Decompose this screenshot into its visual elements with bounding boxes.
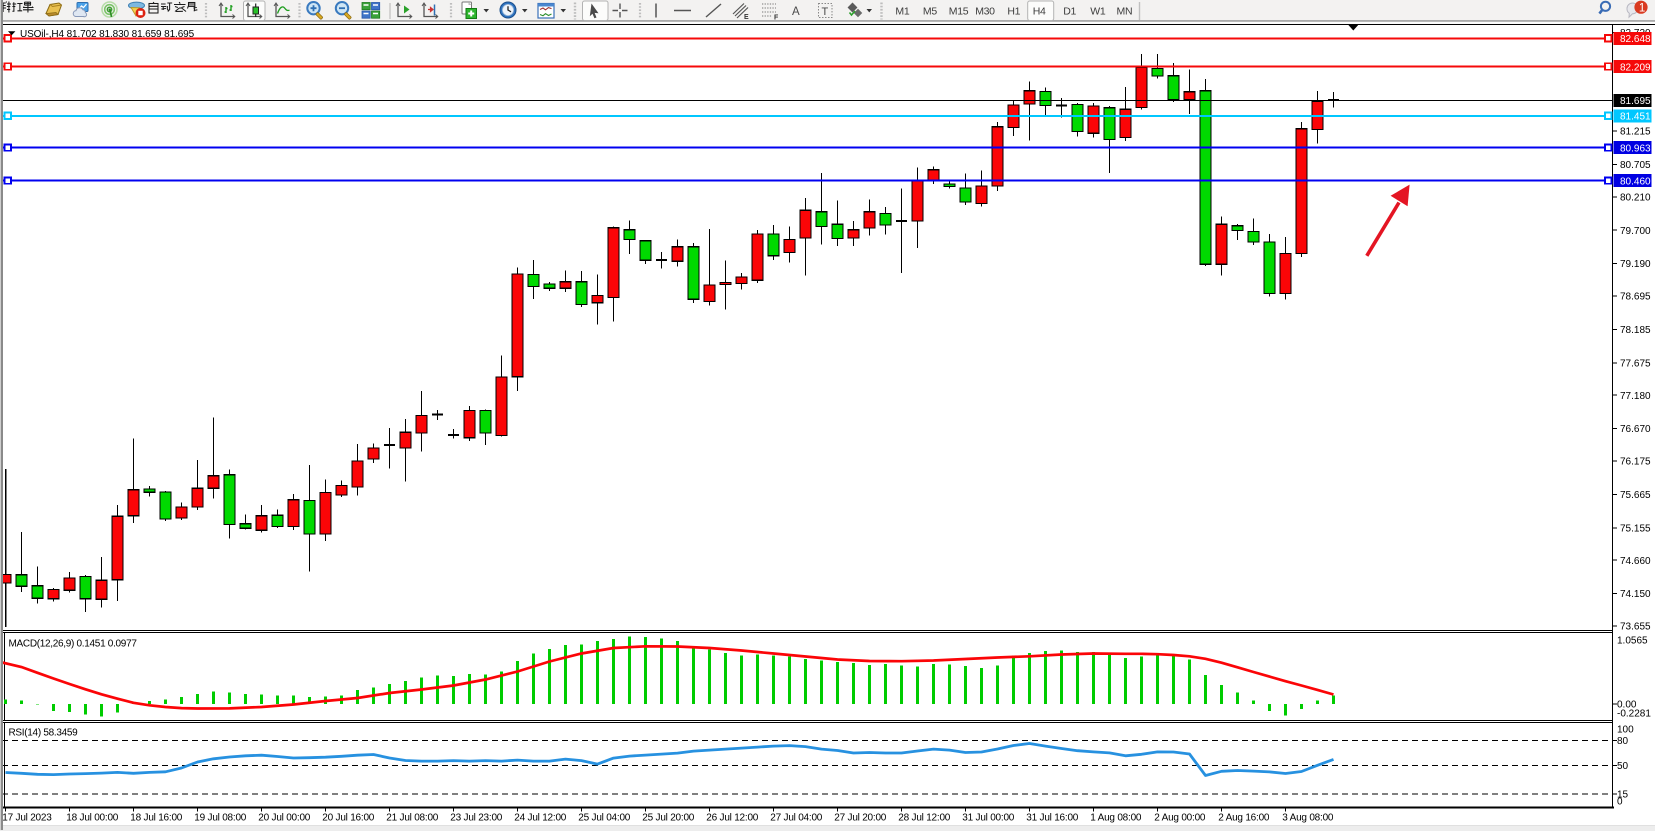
svg-text:50: 50 [1617, 761, 1629, 772]
svg-text:W1: W1 [1090, 6, 1106, 18]
svg-text:MACD(12,26,9) 0.1451 0.0977: MACD(12,26,9) 0.1451 0.0977 [9, 639, 138, 650]
svg-text:M30: M30 [975, 6, 995, 18]
svg-text:78.695: 78.695 [1620, 292, 1651, 303]
svg-text:76.175: 76.175 [1620, 457, 1651, 468]
svg-text:0: 0 [1617, 796, 1623, 807]
svg-text:21 Jul 08:00: 21 Jul 08:00 [386, 813, 439, 824]
svg-text:18 Jul 16:00: 18 Jul 16:00 [130, 813, 183, 824]
svg-text:80.963: 80.963 [1620, 143, 1651, 154]
svg-text:H1: H1 [1007, 6, 1020, 18]
svg-text:82.648: 82.648 [1620, 34, 1651, 45]
svg-text:27 Jul 20:00: 27 Jul 20:00 [834, 813, 887, 824]
svg-text:80: 80 [1617, 736, 1629, 747]
svg-text:D1: D1 [1063, 6, 1076, 18]
svg-text:80.460: 80.460 [1620, 176, 1651, 187]
svg-text:18 Jul 00:00: 18 Jul 00:00 [66, 813, 119, 824]
svg-text:81.451: 81.451 [1620, 112, 1651, 123]
svg-text:81.215: 81.215 [1620, 127, 1651, 138]
svg-text:20 Jul 00:00: 20 Jul 00:00 [258, 813, 311, 824]
svg-text:100: 100 [1617, 725, 1634, 736]
svg-text:78.185: 78.185 [1620, 325, 1651, 336]
svg-text:17 Jul 2023: 17 Jul 2023 [2, 813, 52, 824]
svg-text:81.695: 81.695 [1620, 96, 1651, 107]
svg-text:77.675: 77.675 [1620, 358, 1651, 369]
svg-text:2 Aug 16:00: 2 Aug 16:00 [1218, 813, 1270, 824]
svg-text:E: E [744, 14, 749, 21]
svg-text:15: 15 [1617, 789, 1629, 800]
svg-text:80.705: 80.705 [1620, 160, 1651, 171]
svg-text:0.00: 0.00 [1617, 700, 1637, 711]
svg-text:23 Jul 23:00: 23 Jul 23:00 [450, 813, 503, 824]
svg-text:79.700: 79.700 [1620, 226, 1651, 237]
svg-text:2 Aug 00:00: 2 Aug 00:00 [1154, 813, 1206, 824]
svg-text:80.210: 80.210 [1620, 192, 1651, 203]
svg-text:31 Jul 16:00: 31 Jul 16:00 [1026, 813, 1079, 824]
svg-text:24 Jul 12:00: 24 Jul 12:00 [514, 813, 567, 824]
svg-text:1 Aug 08:00: 1 Aug 08:00 [1090, 813, 1142, 824]
svg-text:3 Aug 08:00: 3 Aug 08:00 [1282, 813, 1334, 824]
svg-text:T: T [822, 6, 829, 18]
svg-text:77.180: 77.180 [1620, 391, 1651, 402]
svg-text:82.209: 82.209 [1620, 62, 1651, 73]
svg-text:MN: MN [1117, 6, 1133, 18]
svg-text:26 Jul 12:00: 26 Jul 12:00 [706, 813, 759, 824]
svg-text:76.670: 76.670 [1620, 424, 1651, 435]
svg-text:75.155: 75.155 [1620, 523, 1651, 534]
svg-text:RSI(14) 58.3459: RSI(14) 58.3459 [9, 728, 79, 739]
svg-text:USOil-,H4 81.702 81.830 81.65: USOil-,H4 81.702 81.830 81.659 81.695 [20, 29, 195, 40]
svg-text:25 Jul 04:00: 25 Jul 04:00 [578, 813, 631, 824]
svg-text:H4: H4 [1033, 6, 1046, 18]
svg-text:A: A [792, 6, 800, 18]
svg-text:M15: M15 [949, 6, 969, 18]
svg-text:1: 1 [1639, 2, 1645, 14]
svg-text:1.0565: 1.0565 [1617, 636, 1648, 647]
svg-text:73.655: 73.655 [1620, 622, 1651, 633]
svg-text:M5: M5 [923, 6, 937, 18]
svg-text:-0.2281: -0.2281 [1617, 708, 1651, 719]
svg-text:25 Jul 20:00: 25 Jul 20:00 [642, 813, 695, 824]
svg-text:20 Jul 16:00: 20 Jul 16:00 [322, 813, 375, 824]
svg-text:M1: M1 [895, 6, 909, 18]
svg-text:74.150: 74.150 [1620, 589, 1651, 600]
svg-text:31 Jul 00:00: 31 Jul 00:00 [962, 813, 1015, 824]
svg-text:F: F [774, 15, 779, 22]
svg-text:28 Jul 12:00: 28 Jul 12:00 [898, 813, 951, 824]
svg-text:74.660: 74.660 [1620, 556, 1651, 567]
svg-text:79.190: 79.190 [1620, 259, 1651, 270]
svg-text:19 Jul 08:00: 19 Jul 08:00 [194, 813, 247, 824]
svg-text:75.665: 75.665 [1620, 490, 1651, 501]
svg-text:27 Jul 04:00: 27 Jul 04:00 [770, 813, 823, 824]
